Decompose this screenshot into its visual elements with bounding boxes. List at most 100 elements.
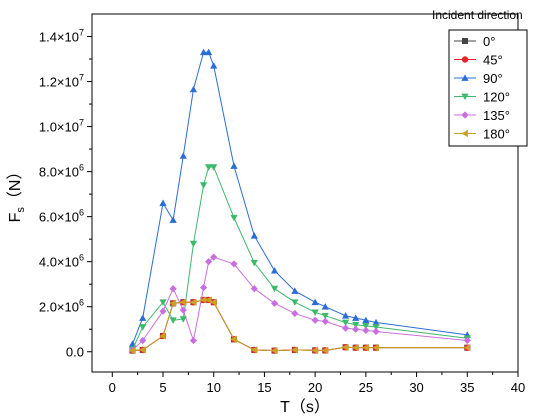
series-layer	[128, 48, 471, 355]
y-tick-label: 1.0×107	[39, 118, 84, 135]
data-point	[461, 93, 469, 101]
legend-title: Incident direction	[432, 8, 523, 22]
data-point	[352, 314, 360, 321]
data-point	[372, 327, 380, 336]
data-point	[169, 317, 177, 324]
y-axis-title-sub: s	[15, 207, 27, 213]
x-tick-label: 5	[159, 380, 166, 395]
series-5	[128, 296, 471, 355]
data-point	[311, 309, 319, 316]
data-point	[210, 164, 218, 171]
data-point	[189, 336, 198, 345]
data-point	[270, 285, 279, 293]
data-point	[230, 260, 238, 268]
data-point	[341, 312, 350, 319]
x-tick-label: 25	[359, 380, 373, 395]
data-point	[199, 283, 208, 292]
legend-label: 180°	[483, 127, 510, 142]
data-point	[341, 319, 350, 327]
legend-item: 135°	[454, 108, 510, 123]
data-point	[291, 299, 299, 306]
data-point	[159, 199, 167, 207]
legend-item: 45°	[454, 53, 503, 68]
data-point	[169, 216, 177, 223]
data-point	[270, 347, 278, 355]
data-point	[159, 299, 167, 306]
data-point	[205, 258, 213, 266]
data-point	[189, 240, 198, 248]
data-point	[270, 299, 279, 307]
data-point	[321, 312, 329, 320]
data-point	[291, 309, 299, 318]
data-point	[250, 346, 258, 354]
data-point	[321, 317, 329, 325]
data-point	[179, 298, 187, 306]
data-point	[199, 48, 208, 56]
data-point	[139, 346, 146, 354]
data-point	[362, 326, 370, 334]
data-point	[230, 162, 238, 169]
y-tick-label: 6.0×106	[39, 208, 84, 225]
data-point	[270, 267, 279, 274]
data-point	[291, 346, 298, 354]
data-point	[462, 38, 468, 44]
data-point	[139, 336, 147, 345]
legend-item: 0°	[454, 34, 495, 49]
data-point	[189, 85, 198, 93]
data-point	[199, 182, 208, 189]
data-point	[210, 62, 218, 69]
x-axis-title-main: T	[280, 399, 290, 416]
data-point	[128, 347, 136, 355]
data-point	[139, 324, 147, 331]
x-axis-title: T（s）	[280, 398, 330, 416]
plot-frame	[91, 13, 519, 373]
series-4	[128, 253, 471, 354]
data-point	[205, 48, 213, 56]
data-point	[210, 298, 217, 306]
series-line	[132, 166, 468, 350]
data-point	[169, 299, 177, 307]
data-point	[250, 259, 258, 267]
data-point	[352, 344, 359, 352]
y-tick-label: 1.4×107	[39, 28, 84, 45]
x-tick-label: 0	[109, 380, 116, 395]
y-tick-label: 8.0×106	[39, 163, 84, 180]
y-axis-title: Fs（N）	[6, 164, 27, 223]
data-point	[463, 344, 471, 352]
x-tick-label: 15	[257, 380, 271, 395]
data-point	[461, 74, 469, 81]
y-tick-label: 0.0	[66, 345, 84, 360]
series-2	[128, 48, 471, 347]
x-tick-label: 35	[460, 380, 474, 395]
data-point	[461, 129, 468, 138]
data-point	[210, 253, 218, 261]
data-point	[463, 336, 471, 345]
data-point	[205, 296, 212, 304]
series-3	[128, 164, 471, 354]
data-point	[139, 314, 147, 321]
y-tick-label: 1.2×107	[39, 73, 84, 90]
data-point	[159, 332, 166, 340]
y-tick-label: 2.0×106	[39, 298, 84, 315]
data-point	[159, 307, 167, 315]
data-point	[362, 316, 370, 324]
legend-label: 135°	[483, 108, 510, 123]
legend-item: 120°	[454, 90, 510, 105]
x-axis-title-unit: （s）	[290, 398, 330, 416]
data-point	[230, 214, 238, 222]
data-point	[205, 164, 213, 171]
data-point	[230, 335, 237, 343]
data-point	[461, 111, 469, 119]
data-point	[250, 232, 258, 239]
legend-label: 120°	[483, 90, 510, 105]
data-point	[372, 324, 380, 331]
data-point	[362, 344, 369, 352]
data-point	[352, 321, 360, 329]
y-tick-label: 4.0×106	[39, 253, 84, 270]
legend-item: 180°	[454, 127, 510, 142]
data-point	[189, 298, 197, 306]
legend-label: 90°	[483, 71, 503, 86]
axis-layer: 0 5 10 15 20 25 30 35 40 0.0 2.0×106 4.0×106 6.0×106…	[39, 28, 525, 395]
data-point	[179, 306, 187, 314]
